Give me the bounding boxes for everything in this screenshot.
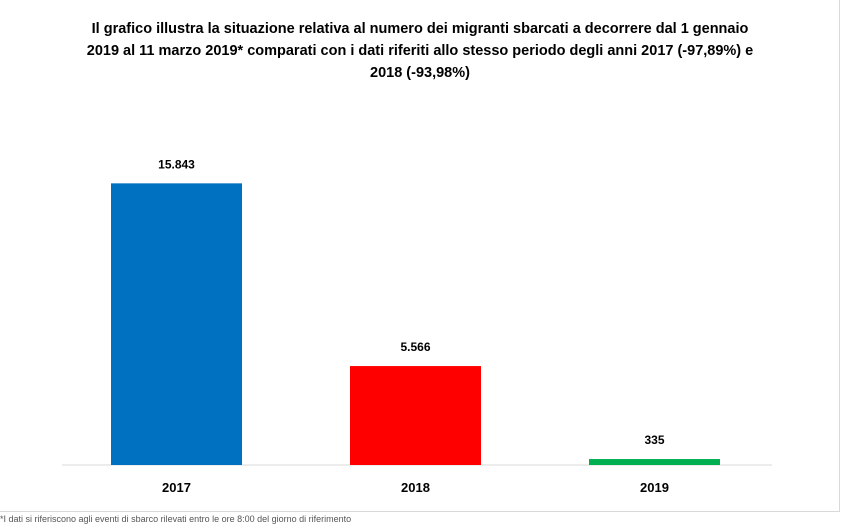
value-label-2019: 335 xyxy=(644,433,664,447)
chart-title: Il grafico illustra la situazione relati… xyxy=(86,21,754,81)
bars-group: 15.843 2017 5.566 2018 335 2019 xyxy=(111,157,720,495)
category-label-2019: 2019 xyxy=(640,480,669,495)
bar-2017 xyxy=(111,183,242,465)
bar-2018 xyxy=(350,366,481,465)
category-label-2018: 2018 xyxy=(401,480,430,495)
value-label-2017: 15.843 xyxy=(158,157,195,171)
value-label-2018: 5.566 xyxy=(400,340,430,354)
category-label-2017: 2017 xyxy=(162,480,191,495)
chart-frame xyxy=(0,0,840,512)
footnote: *I dati si riferiscono agli eventi di sb… xyxy=(0,514,352,524)
bar-2019 xyxy=(589,459,720,465)
